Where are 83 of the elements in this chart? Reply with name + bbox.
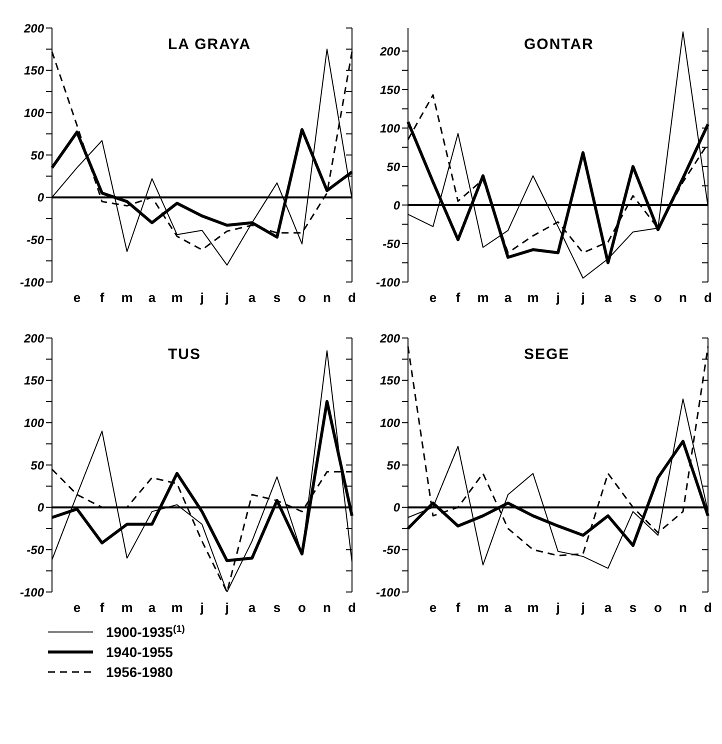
y-tick-label: 150 xyxy=(24,64,44,78)
x-tick-label: d xyxy=(704,290,712,305)
x-tick-label: j xyxy=(199,600,204,615)
x-tick-label: m xyxy=(171,290,183,305)
y-tick-label: 100 xyxy=(24,416,44,430)
x-tick-label: s xyxy=(273,290,281,305)
y-tick-label: 0 xyxy=(393,198,400,212)
y-tick-label: 0 xyxy=(393,500,400,515)
y-tick-label: -100 xyxy=(20,585,44,600)
x-tick-label: j xyxy=(199,290,204,305)
x-tick-label: j xyxy=(555,290,560,305)
y-tick-label: 100 xyxy=(24,106,44,120)
x-tick-label: e xyxy=(429,290,437,305)
x-tick-label: f xyxy=(100,290,105,305)
x-tick-label: a xyxy=(148,600,156,615)
y-tick-label: -50 xyxy=(382,236,400,251)
x-tick-label: a xyxy=(148,290,156,305)
x-tick-label: a xyxy=(604,290,612,305)
y-tick-label: 50 xyxy=(386,160,400,174)
y-tick-label: -50 xyxy=(26,542,44,557)
y-tick-label: 150 xyxy=(24,374,44,388)
y-tick-label: 200 xyxy=(22,331,44,346)
y-tick-label: -50 xyxy=(26,232,44,247)
x-tick-label: m xyxy=(121,600,133,615)
y-tick-label: 0 xyxy=(37,500,44,515)
x-tick-label: m xyxy=(477,290,489,305)
x-tick-label: j xyxy=(580,290,585,305)
x-tick-label: a xyxy=(504,600,512,615)
text: TUS xyxy=(168,346,201,363)
x-tick-label: o xyxy=(298,600,306,615)
x-tick-label: f xyxy=(456,290,461,305)
x-tick-label: o xyxy=(298,290,306,305)
x-tick-label: a xyxy=(604,600,612,615)
text: GONTAR xyxy=(524,36,594,53)
x-tick-label: j xyxy=(555,600,560,615)
x-tick-label: n xyxy=(679,290,688,305)
legend-label: 1940-1955 xyxy=(106,644,174,660)
x-tick-label: d xyxy=(348,290,356,305)
y-tick-label: 50 xyxy=(386,458,400,472)
x-tick-label: m xyxy=(121,290,133,305)
x-tick-label: a xyxy=(248,290,256,305)
y-tick-label: -100 xyxy=(376,585,400,600)
y-tick-label: 50 xyxy=(30,458,44,472)
y-tick-label: 50 xyxy=(30,148,44,162)
y-tick-label: -100 xyxy=(20,275,44,290)
x-tick-label: s xyxy=(629,290,637,305)
x-tick-label: j xyxy=(580,600,585,615)
legend-label: 1956-1980 xyxy=(106,664,174,680)
x-tick-label: f xyxy=(456,600,461,615)
y-tick-label: 150 xyxy=(380,374,400,388)
y-tick-label: 0 xyxy=(37,190,44,205)
x-tick-label: e xyxy=(429,600,437,615)
x-tick-label: d xyxy=(348,600,356,615)
x-tick-label: n xyxy=(679,600,688,615)
x-tick-label: a xyxy=(248,600,256,615)
legend-label: 1900-1935$^{(1)}$ xyxy=(106,624,185,640)
x-tick-label: e xyxy=(73,600,81,615)
y-tick-label: -50 xyxy=(382,542,400,557)
x-tick-label: n xyxy=(323,600,332,615)
y-tick-label: 100 xyxy=(380,416,400,430)
y-tick-label: 200 xyxy=(22,21,44,36)
y-tick-label: 100 xyxy=(380,121,400,136)
text: SEGE xyxy=(524,346,570,363)
x-tick-label: e xyxy=(73,290,81,305)
x-tick-label: m xyxy=(527,600,539,615)
x-tick-label: d xyxy=(704,600,712,615)
y-tick-label: 150 xyxy=(380,82,400,97)
x-tick-label: o xyxy=(654,600,662,615)
y-tick-label: -100 xyxy=(376,275,400,290)
x-tick-label: j xyxy=(224,600,229,615)
text: LA GRAYA xyxy=(168,36,252,53)
y-tick-label: 200 xyxy=(378,44,400,58)
x-tick-label: f xyxy=(100,600,105,615)
x-tick-label: m xyxy=(477,600,489,615)
x-tick-label: s xyxy=(273,600,281,615)
x-tick-label: a xyxy=(504,290,512,305)
x-tick-label: m xyxy=(171,600,183,615)
x-tick-label: j xyxy=(224,290,229,305)
x-tick-label: s xyxy=(629,600,637,615)
x-tick-label: o xyxy=(654,290,662,305)
x-tick-label: n xyxy=(323,290,332,305)
x-tick-label: m xyxy=(527,290,539,305)
y-tick-label: 200 xyxy=(378,331,400,346)
